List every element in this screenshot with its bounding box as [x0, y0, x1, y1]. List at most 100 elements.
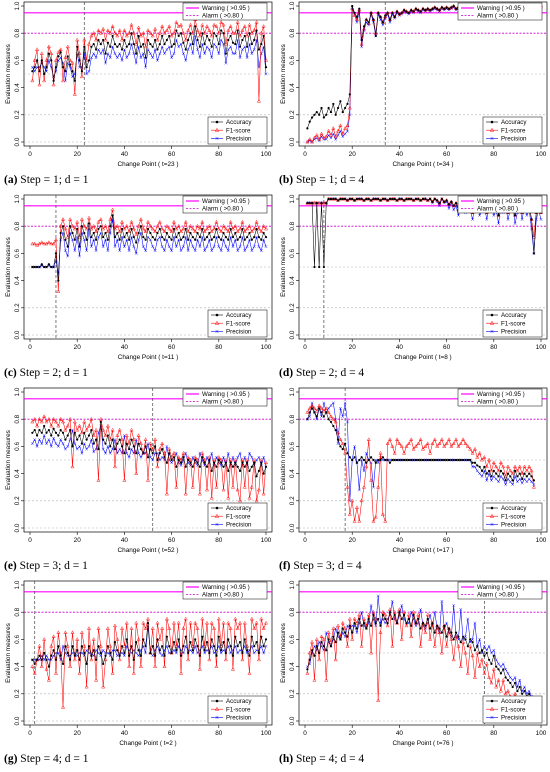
f1-series-point — [331, 126, 336, 130]
accuracy-series-point — [170, 238, 173, 241]
panel-label: (b) — [279, 174, 294, 186]
f1-series-point — [127, 441, 132, 446]
precision-series-point — [250, 455, 254, 459]
f1-series-point — [82, 419, 87, 424]
f1-series-point — [261, 24, 266, 28]
precision-series-point — [210, 56, 214, 60]
accuracy-series-point — [236, 238, 239, 241]
accuracy-series-point — [118, 654, 121, 657]
f1-series-point — [336, 430, 341, 435]
precision-series-point — [59, 438, 63, 442]
accuracy-series-point — [102, 438, 105, 441]
precision-series-point — [264, 72, 268, 76]
f1-series-point — [188, 457, 193, 462]
f1-series-point — [395, 437, 400, 441]
f1-series-point — [105, 423, 110, 428]
f1-series-point — [317, 403, 322, 407]
accuracy-series-point — [509, 681, 512, 685]
f1-series-point — [94, 677, 99, 682]
accuracy-series-point — [443, 624, 446, 627]
precision-series-point — [217, 245, 221, 249]
accuracy-series-point — [412, 10, 415, 13]
legend-warning-label: Warning ( >0.95 ) — [202, 198, 250, 205]
accuracy-series-point — [403, 613, 406, 617]
precision-series-point — [189, 42, 192, 46]
accuracy-series-point — [433, 458, 436, 462]
chart-e: 0.00.20.40.60.81.00 20 40 60 80 100Evaluation… — [5, 387, 273, 554]
f1-series-point — [259, 30, 264, 35]
f1-series-line — [32, 209, 267, 292]
accuracy-series-point — [208, 458, 211, 462]
accuracy-series-point — [414, 7, 418, 10]
accuracy-series-point — [492, 654, 495, 657]
accuracy-series-point — [116, 231, 119, 235]
f1-series-point — [482, 455, 487, 459]
accuracy-series-point — [66, 245, 69, 248]
accuracy-series-point — [80, 442, 84, 445]
accuracy-series-point — [76, 45, 79, 48]
chart-a: 0.00.20.40.60.81.00 20 40 60 80 100Evaluation… — [5, 1, 273, 168]
accuracy-series-point — [163, 42, 166, 46]
y-tick-label: 0.4 — [289, 83, 296, 92]
f1-series-point — [108, 30, 113, 35]
legend-warning-label: Warning ( >0.95 ) — [202, 584, 250, 591]
precision-series-point — [362, 469, 366, 473]
f1-series-point — [470, 450, 475, 455]
accuracy-series-point — [431, 621, 434, 625]
accuracy-series-point — [149, 651, 152, 655]
precision-series-point — [134, 251, 138, 255]
accuracy-series-point — [71, 645, 74, 648]
f1-series-point — [202, 457, 207, 462]
f1-series-point — [305, 139, 310, 144]
f1-series-point — [312, 677, 317, 682]
f1-series-point — [171, 450, 176, 455]
accuracy-series-point — [454, 631, 458, 634]
accuracy-series-point — [462, 458, 465, 462]
accuracy-series-point — [76, 649, 79, 652]
precision-series-point — [212, 42, 216, 46]
accuracy-series-point — [260, 238, 263, 241]
y-tick-label: 0.4 — [14, 662, 21, 671]
accuracy-series-point — [452, 4, 455, 8]
f1-series-point — [157, 637, 162, 641]
accuracy-series-point — [165, 461, 168, 464]
accuracy-series-point — [248, 654, 251, 657]
f1-series-point — [480, 657, 484, 662]
accuracy-series-point — [410, 458, 413, 462]
precision-series-point — [210, 249, 214, 253]
legend-accuracy-label: Accuracy — [226, 312, 252, 319]
f1-series-point — [75, 637, 80, 641]
f1-series-point — [439, 437, 444, 441]
f1-series-point — [305, 410, 310, 414]
accuracy-series-point — [210, 238, 213, 241]
f1-series-point — [314, 408, 319, 413]
accuracy-series-point — [523, 472, 526, 475]
f1-series-point — [205, 226, 209, 231]
precision-series-point — [177, 238, 181, 242]
accuracy-series-point — [165, 231, 168, 235]
precision-series-point — [240, 235, 244, 239]
accuracy-series-point — [327, 418, 330, 421]
y-tick-label: 1.0 — [14, 387, 21, 396]
accuracy-series-point — [344, 106, 347, 110]
f1-series-point — [70, 223, 75, 228]
accuracy-series-point — [339, 197, 342, 201]
accuracy-series-point — [428, 8, 432, 12]
precision-series-point — [181, 245, 185, 249]
precision-series-point — [341, 415, 345, 418]
x-tick-label: 100 — [536, 537, 547, 544]
accuracy-series-point — [222, 32, 225, 35]
threshold-legend — [457, 388, 543, 407]
f1-series-point — [347, 512, 352, 516]
accuracy-series-point — [69, 428, 72, 432]
accuracy-series-point — [511, 685, 514, 689]
x-tick-label: 20 — [349, 730, 357, 737]
f1-series-point — [136, 223, 141, 228]
precision-series-point — [193, 34, 197, 38]
f1-series-point — [101, 26, 106, 31]
f1-series-point — [205, 24, 209, 28]
accuracy-series-point — [59, 428, 62, 432]
accuracy-series-point — [369, 11, 373, 14]
precision-series-point — [501, 662, 505, 666]
accuracy-series-point — [379, 458, 382, 462]
